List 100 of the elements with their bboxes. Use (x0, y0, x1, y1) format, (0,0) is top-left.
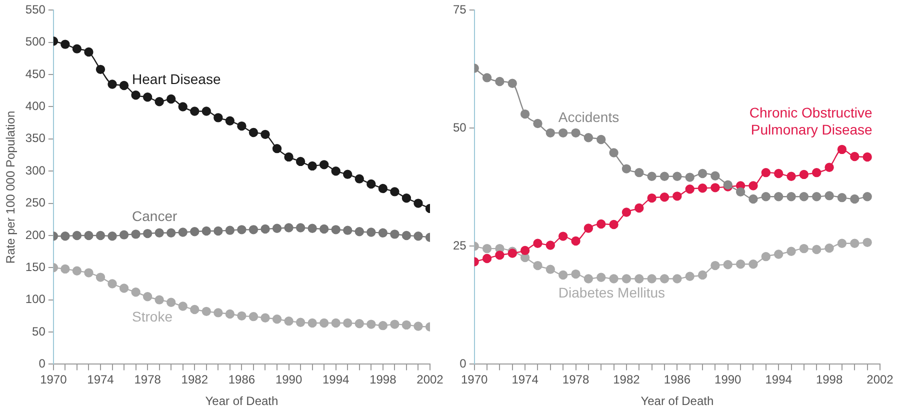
point (672, 172, 682, 181)
point (660, 192, 670, 202)
point (546, 240, 556, 250)
point (166, 298, 176, 308)
point (108, 232, 117, 241)
point (596, 219, 606, 229)
point (634, 168, 644, 178)
series-label: Stroke (132, 308, 173, 324)
point (331, 318, 340, 328)
point (495, 76, 504, 86)
point (520, 109, 530, 119)
point (850, 152, 860, 162)
point (131, 230, 140, 239)
point (402, 230, 412, 240)
point (558, 232, 568, 241)
y-tick-label: 0 (38, 356, 46, 371)
point (96, 230, 106, 240)
series-label: Cancer (132, 208, 178, 224)
point (584, 224, 594, 233)
point (190, 227, 200, 236)
point (622, 208, 632, 217)
x-tick-label: 1990 (275, 372, 302, 387)
point (837, 238, 847, 248)
point (272, 144, 282, 154)
point (710, 171, 720, 180)
point (108, 279, 117, 288)
point (414, 322, 423, 331)
point (108, 80, 117, 89)
point (812, 168, 822, 178)
y-tick-label: 0 (460, 356, 467, 371)
point (571, 128, 580, 138)
point (225, 116, 235, 126)
point (142, 228, 152, 238)
point (190, 106, 200, 116)
y-tick-label: 25 (452, 238, 467, 253)
x-tick-label: 1986 (664, 372, 691, 387)
point (119, 284, 129, 293)
point (260, 130, 270, 140)
x-tick-label: 1994 (765, 372, 792, 387)
point (60, 232, 70, 241)
point (366, 228, 376, 237)
point (850, 194, 860, 204)
point (774, 192, 784, 202)
point (660, 274, 670, 284)
point (225, 309, 235, 319)
point (284, 152, 294, 162)
point (482, 73, 492, 82)
point (331, 225, 340, 234)
point (60, 264, 70, 274)
point (119, 230, 129, 240)
point (647, 172, 656, 181)
point (272, 314, 282, 324)
point (214, 308, 223, 318)
y-tick-label: 75 (452, 2, 467, 17)
point (824, 191, 834, 200)
y-tick-label: 500 (25, 34, 46, 49)
point (154, 295, 164, 304)
point (812, 244, 822, 254)
point (202, 306, 212, 316)
series-label: Accidents (558, 108, 620, 125)
y-tick-label: 50 (452, 120, 467, 135)
point (698, 270, 708, 280)
x-tick-label: 1990 (714, 372, 742, 387)
y-tick-label: 450 (25, 66, 46, 81)
point (685, 272, 694, 282)
point (723, 260, 732, 270)
point (647, 274, 656, 284)
point (533, 238, 542, 248)
point (142, 92, 152, 102)
point (482, 244, 492, 254)
point (774, 250, 784, 259)
point (533, 260, 542, 270)
point (378, 184, 388, 194)
point (214, 226, 223, 236)
point (72, 230, 82, 240)
point (596, 272, 606, 282)
point (748, 181, 758, 190)
series-label: Diabetes Mellitus (558, 284, 666, 301)
point (319, 224, 329, 234)
point (166, 228, 176, 238)
point (390, 187, 400, 196)
point (214, 113, 223, 122)
x-tick-label: 1978 (562, 372, 590, 387)
point (761, 252, 771, 262)
y-tick-label: 550 (25, 2, 46, 17)
point (225, 226, 235, 235)
point (343, 170, 352, 179)
x-tick-label: 1978 (134, 372, 162, 387)
point (131, 90, 140, 100)
y-tick-label: 350 (25, 131, 46, 146)
point (862, 238, 872, 248)
point (837, 144, 847, 154)
point (354, 227, 364, 236)
point (786, 246, 796, 256)
point (799, 170, 809, 180)
point (366, 320, 376, 329)
point (558, 270, 568, 280)
point (698, 184, 708, 193)
x-tick-label: 2002 (866, 372, 894, 387)
point (774, 168, 784, 178)
